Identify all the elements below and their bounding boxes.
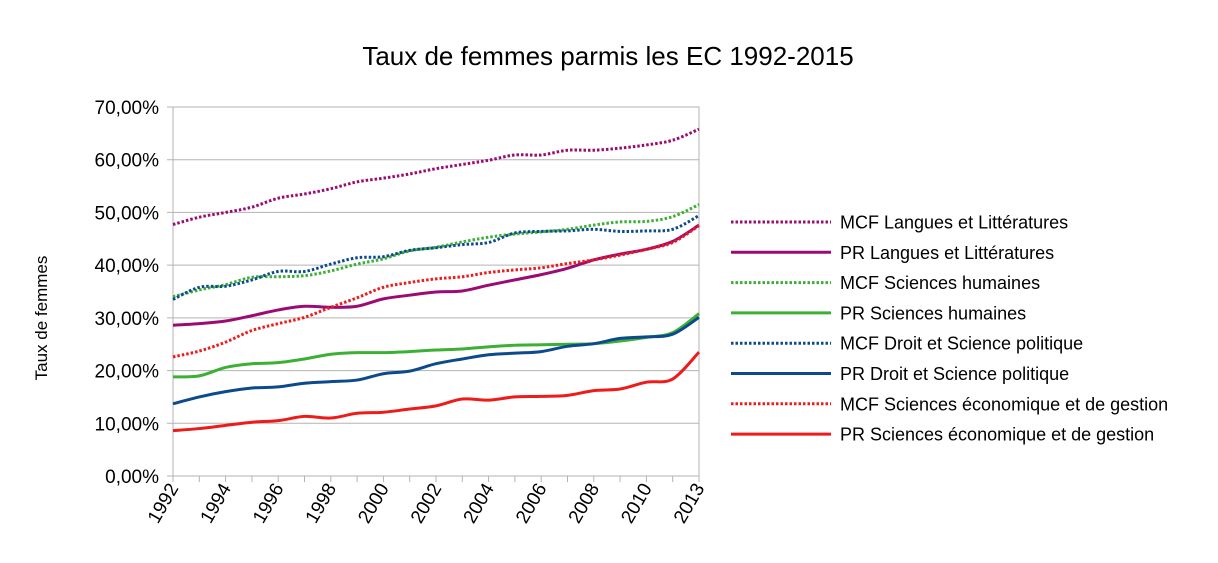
x-tick-label: 2002 (407, 480, 446, 527)
legend-label-1: MCF Langues et Littératures (840, 213, 1068, 233)
x-tick-label: 1998 (302, 480, 341, 527)
tick-labels: 0,00% 10,00% 20,00% 30,00% 40,00% 50,00% 60,00… (95, 98, 710, 527)
series-line-7 (172, 224, 700, 359)
series-line-2 (172, 223, 700, 327)
series-lines (172, 127, 701, 433)
legend-label-6: PR Droit et Science politique (840, 364, 1069, 384)
axes (172, 106, 700, 482)
series-line-4 (172, 312, 700, 379)
series-line-1 (172, 127, 700, 226)
series-line-3 (172, 203, 700, 299)
series-line-6 (172, 316, 700, 406)
y-tick-label: 10,00% (95, 414, 160, 435)
series-line-8 (172, 351, 701, 433)
y-tick-label: 60,00% (95, 151, 160, 172)
legend: MCF Langues et Littératures PR Langues et… (731, 213, 1168, 445)
legend-label-7: MCF Sciences économique et de gestion (840, 394, 1168, 414)
series-line-5 (172, 214, 700, 301)
x-tick-label: 1994 (197, 480, 237, 527)
chart-title: Taux de femmes parmis les EC 1992-2015 (362, 41, 853, 71)
legend-label-8: PR Sciences économique et de gestion (840, 425, 1154, 445)
x-tick-label: 2006 (512, 480, 551, 527)
x-tick-label: 2004 (460, 480, 500, 527)
legend-label-3: MCF Sciences humaines (840, 273, 1040, 293)
x-tick-label: 2013 (670, 480, 709, 527)
y-axis-title: Taux de femmes (32, 256, 51, 381)
x-tick-label: 2010 (617, 480, 656, 527)
y-tick-label: 40,00% (95, 256, 160, 277)
y-tick-label: 30,00% (95, 309, 160, 330)
x-tick-label: 2008 (565, 480, 604, 527)
y-tick-label: 70,00% (95, 98, 160, 119)
legend-label-4: PR Sciences humaines (840, 303, 1026, 323)
y-tick-label: 50,00% (95, 203, 160, 224)
legend-label-5: MCF Droit et Science politique (840, 334, 1083, 354)
legend-label-2: PR Langues et Littératures (840, 243, 1054, 263)
x-tick-label: 2000 (354, 480, 393, 527)
y-tick-label: 0,00% (105, 467, 159, 488)
y-tick-label: 20,00% (95, 362, 160, 383)
x-tick-label: 1996 (249, 480, 288, 527)
